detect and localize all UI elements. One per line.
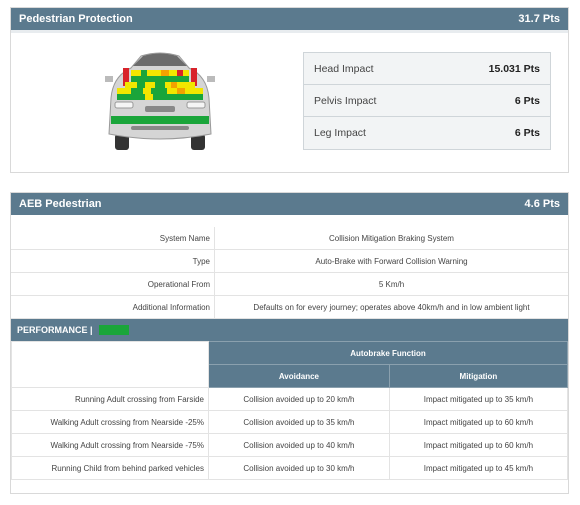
info-key: Additional Information [11, 295, 215, 319]
impact-label: Leg Impact [314, 127, 366, 139]
impact-row-pelvis: Pelvis Impact 6 Pts [304, 85, 550, 117]
info-value: Auto-Brake with Forward Collision Warnin… [214, 249, 568, 273]
avoidance-cell: Collision avoided up to 40 km/h [208, 433, 390, 457]
avoidance-cell: Collision avoided up to 30 km/h [208, 456, 390, 480]
impact-label: Pelvis Impact [314, 94, 377, 107]
info-row: System Name Collision Mitigation Braking… [11, 227, 568, 250]
mitigation-cell: Impact mitigated up to 45 km/h [388, 456, 569, 480]
car-front-impact-map [105, 52, 215, 150]
info-key: Operational From [11, 272, 215, 296]
hood-impact-grid [117, 68, 203, 100]
avoidance-header: Avoidance [208, 364, 390, 388]
pedestrian-protection-panel: Pedestrian Protection 31.7 Pts [10, 7, 569, 173]
blank-header-cell [11, 341, 209, 388]
scenario-cell: Running Child from behind parked vehicle… [11, 456, 209, 480]
scenario-cell: Running Adult crossing from Farside [11, 387, 209, 411]
scenario-cell: Walking Adult crossing from Nearside -25… [11, 410, 209, 434]
aeb-title: AEB Pedestrian [19, 198, 102, 210]
info-row: Type Auto-Brake with Forward Collision W… [11, 249, 568, 273]
avoidance-cell: Collision avoided up to 35 km/h [208, 410, 390, 434]
table-row: Running Child from behind parked vehicle… [11, 456, 569, 480]
impact-value: 15.031 Pts [488, 62, 540, 75]
impact-row-head: Head Impact 15.031 Pts [304, 53, 550, 85]
performance-bar: PERFORMANCE | [11, 319, 568, 341]
performance-label: PERFORMANCE | [17, 325, 93, 335]
mitigation-cell: Impact mitigated up to 35 km/h [388, 387, 569, 411]
mitigation-cell: Impact mitigated up to 60 km/h [388, 410, 569, 434]
mitigation-cell: Impact mitigated up to 60 km/h [388, 433, 569, 457]
impact-value: 6 Pts [514, 94, 540, 107]
aeb-header: AEB Pedestrian 4.6 Pts [11, 193, 568, 215]
info-value: Defaults on for every journey; operates … [214, 295, 568, 319]
info-value: Collision Mitigation Braking System [214, 227, 568, 250]
aeb-pedestrian-panel: AEB Pedestrian 4.6 Pts System Name Colli… [10, 192, 569, 494]
info-key: System Name [11, 227, 215, 250]
info-row: Operational From 5 Km/h [11, 272, 568, 296]
info-value: 5 Km/h [214, 272, 568, 296]
table-row: Walking Adult crossing from Nearside -25… [11, 410, 569, 434]
performance-table: Autobrake Function Avoidance Mitigation … [11, 341, 569, 480]
avoidance-cell: Collision avoided up to 20 km/h [208, 387, 390, 411]
info-key: Type [11, 249, 215, 273]
table-row: Running Adult crossing from Farside Coll… [11, 387, 569, 411]
performance-rating-swatch [98, 325, 129, 335]
info-row: Additional Information Defaults on for e… [11, 295, 568, 319]
aeb-info-table: System Name Collision Mitigation Braking… [11, 227, 568, 319]
pedestrian-protection-header: Pedestrian Protection 31.7 Pts [11, 8, 568, 33]
scenario-cell: Walking Adult crossing from Nearside -75… [11, 433, 209, 457]
pedestrian-protection-score: 31.7 Pts [518, 13, 560, 25]
impact-label: Head Impact [314, 62, 374, 75]
impact-row-leg: Leg Impact 6 Pts [304, 117, 550, 149]
pedestrian-protection-title: Pedestrian Protection [19, 13, 133, 25]
impact-value: 6 Pts [514, 127, 540, 139]
autobrake-function-header: Autobrake Function [208, 341, 568, 365]
table-row: Walking Adult crossing from Nearside -75… [11, 433, 569, 457]
aeb-score: 4.6 Pts [524, 198, 560, 210]
impact-scores: Head Impact 15.031 Pts Pelvis Impact 6 P… [303, 52, 551, 150]
mitigation-header: Mitigation [388, 364, 569, 388]
